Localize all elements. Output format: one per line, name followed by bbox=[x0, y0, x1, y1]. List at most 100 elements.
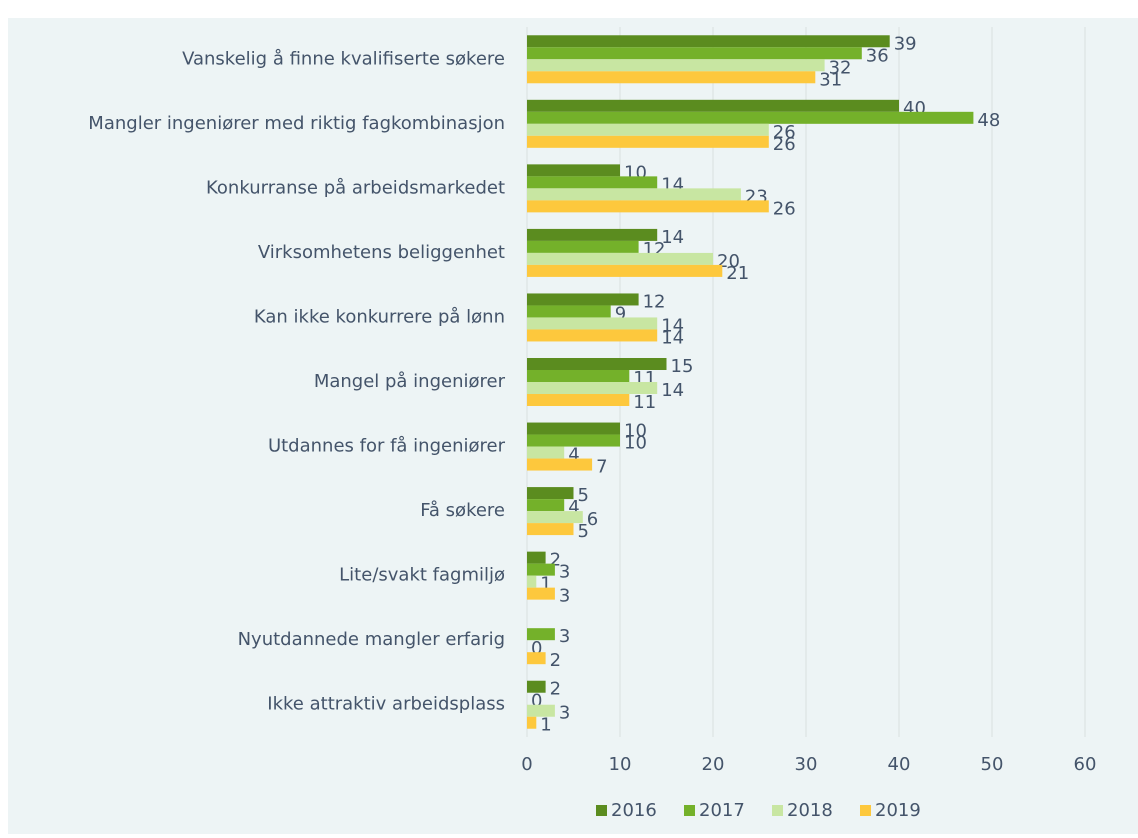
value-label: 3 bbox=[559, 626, 570, 647]
x-tick-label: 40 bbox=[888, 754, 911, 775]
bar bbox=[527, 317, 658, 330]
legend-swatch bbox=[860, 805, 871, 816]
y-tick-label: Nyutdannede mangler erfarig bbox=[238, 629, 505, 650]
legend-label: 2019 bbox=[875, 800, 921, 821]
value-label: 10 bbox=[624, 421, 647, 442]
bar bbox=[527, 652, 546, 665]
value-label: 26 bbox=[773, 198, 796, 219]
y-tick-label: Lite/svakt fagmiljø bbox=[339, 565, 505, 586]
y-tick-label: Mangler ingeniører med riktig fagkombina… bbox=[88, 113, 505, 134]
bar bbox=[527, 123, 769, 136]
bar bbox=[527, 716, 537, 729]
value-label: 15 bbox=[671, 356, 694, 377]
x-tick-label: 50 bbox=[981, 754, 1004, 775]
value-label: 3 bbox=[559, 703, 570, 724]
x-tick-label: 10 bbox=[609, 754, 632, 775]
bar bbox=[527, 587, 555, 600]
x-tick-label: 60 bbox=[1074, 754, 1097, 775]
value-label: 10 bbox=[624, 433, 647, 454]
bar bbox=[527, 563, 555, 576]
value-label: 12 bbox=[643, 291, 666, 312]
bar bbox=[527, 487, 574, 500]
bar bbox=[527, 499, 565, 512]
bar bbox=[527, 370, 630, 382]
y-tick-label: Konkurranse på arbeidsmarkedet bbox=[206, 177, 505, 198]
value-label: 21 bbox=[726, 263, 749, 284]
bar bbox=[527, 382, 658, 394]
value-label: 14 bbox=[661, 227, 684, 248]
value-label: 14 bbox=[661, 315, 684, 336]
bar bbox=[527, 240, 639, 253]
value-label: 31 bbox=[819, 69, 842, 90]
bar bbox=[527, 71, 816, 84]
value-label: 6 bbox=[587, 509, 598, 530]
bar bbox=[527, 47, 862, 60]
bar bbox=[527, 329, 658, 342]
value-label: 4 bbox=[568, 445, 579, 466]
value-label: 11 bbox=[633, 392, 656, 413]
value-label: 26 bbox=[773, 134, 796, 155]
value-label: 20 bbox=[717, 251, 740, 272]
bar bbox=[527, 551, 546, 564]
bar bbox=[527, 680, 546, 693]
bar bbox=[527, 200, 769, 213]
value-label: 48 bbox=[977, 110, 1000, 131]
value-label: 5 bbox=[578, 485, 589, 506]
value-label: 14 bbox=[661, 380, 684, 401]
legend-swatch bbox=[596, 805, 607, 816]
y-tick-label: Mangel på ingeniører bbox=[314, 371, 506, 392]
bar bbox=[527, 59, 825, 72]
legend-swatch bbox=[684, 805, 695, 816]
bar bbox=[527, 422, 620, 435]
value-label: 3 bbox=[559, 562, 570, 583]
value-label: 2 bbox=[550, 550, 561, 571]
bar bbox=[527, 511, 583, 524]
value-label: 9 bbox=[615, 303, 626, 324]
value-label: 3 bbox=[559, 586, 570, 607]
bar bbox=[527, 264, 723, 277]
value-label: 2 bbox=[550, 650, 561, 671]
y-tick-label: Utdannes for få ingeniører bbox=[268, 436, 506, 457]
legend-label: 2018 bbox=[787, 800, 833, 821]
value-label: 0 bbox=[531, 691, 542, 712]
value-label: 1 bbox=[540, 715, 551, 736]
bar bbox=[527, 628, 555, 641]
bar bbox=[527, 446, 565, 459]
value-label: 26 bbox=[773, 122, 796, 143]
bar bbox=[527, 458, 593, 471]
value-label: 39 bbox=[894, 33, 917, 54]
value-label: 5 bbox=[578, 521, 589, 542]
bar bbox=[527, 575, 537, 588]
bar bbox=[527, 523, 574, 536]
bar bbox=[527, 135, 769, 148]
y-tick-label: Virksomhetens beliggenhet bbox=[258, 242, 505, 263]
value-label: 0 bbox=[531, 638, 542, 659]
y-tick-label: Få søkere bbox=[420, 500, 505, 521]
bar bbox=[527, 434, 620, 447]
bar bbox=[527, 35, 890, 48]
bar bbox=[527, 188, 741, 201]
x-tick-label: 0 bbox=[521, 754, 532, 775]
value-label: 36 bbox=[866, 45, 889, 66]
legend-label: 2017 bbox=[699, 800, 745, 821]
value-label: 1 bbox=[540, 574, 551, 595]
value-label: 32 bbox=[829, 57, 852, 78]
bar bbox=[527, 394, 630, 406]
y-tick-label: Ikke attraktiv arbeidsplass bbox=[267, 694, 505, 715]
bar bbox=[527, 305, 611, 318]
bar bbox=[527, 99, 899, 112]
bar bbox=[527, 111, 974, 124]
bar bbox=[527, 164, 620, 177]
value-label: 4 bbox=[568, 497, 579, 518]
y-tick-label: Vanskelig å finne kvalifiserte søkere bbox=[182, 48, 505, 69]
value-label: 7 bbox=[596, 457, 607, 478]
x-tick-label: 30 bbox=[795, 754, 818, 775]
legend-label: 2016 bbox=[611, 800, 657, 821]
value-label: 2 bbox=[550, 679, 561, 700]
x-tick-label: 20 bbox=[702, 754, 725, 775]
value-label: 14 bbox=[661, 327, 684, 348]
bar bbox=[527, 704, 555, 717]
y-tick-label: Kan ikke konkurrere på lønn bbox=[254, 306, 505, 327]
bar bbox=[527, 358, 667, 370]
